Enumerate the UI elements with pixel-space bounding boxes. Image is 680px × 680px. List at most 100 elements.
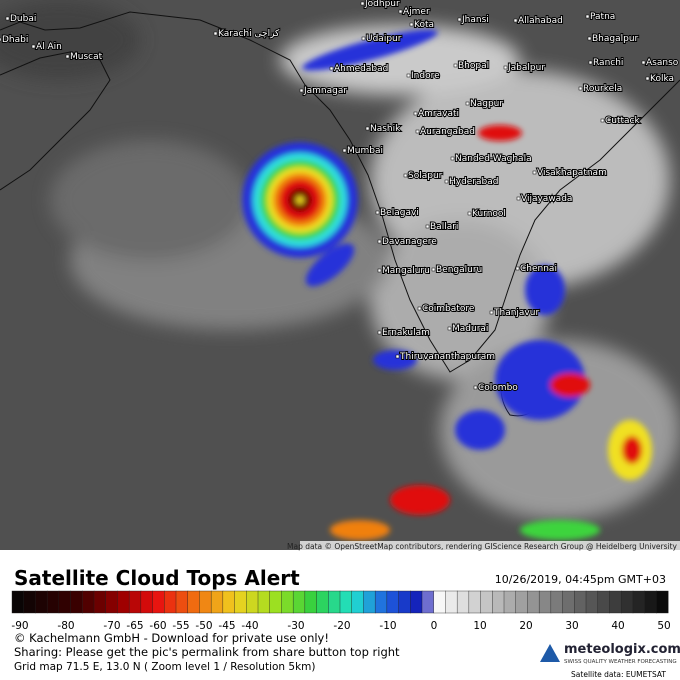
- scale-tick-label: 20: [519, 620, 532, 632]
- city-dot: [585, 14, 590, 19]
- city-label: Rourkela: [583, 84, 622, 94]
- city-label: Cuttack: [605, 116, 641, 126]
- city-label: Muscat: [70, 52, 103, 62]
- scale-swatch: [456, 590, 470, 614]
- scale-swatch: [597, 590, 610, 614]
- scale-swatch: [503, 590, 517, 614]
- city-label: Hyderabad: [449, 177, 499, 187]
- city-label: Coimbatore: [422, 304, 475, 314]
- scale-tick-label: -10: [379, 620, 396, 632]
- scale-swatch: [339, 590, 353, 614]
- scale-swatch: [515, 590, 528, 614]
- scale-swatch: [304, 590, 318, 614]
- city-dot: [453, 63, 458, 68]
- scale-swatch: [363, 590, 376, 614]
- scale-ticks: -90 -80 -70 -65 -60 -55 -50 -45 -40 -30 -20 -10 0 10 2…: [11, 620, 670, 632]
- city-dot: [465, 101, 470, 106]
- scale-swatch: [468, 590, 482, 614]
- city-dot: [425, 224, 430, 229]
- scale-swatch: [480, 590, 493, 614]
- scale-swatch: [609, 590, 622, 614]
- city-label: Nashik: [370, 124, 401, 134]
- city-label: Aurangabad: [420, 127, 475, 137]
- scale-swatch: [328, 590, 341, 614]
- city-dot: [398, 9, 403, 14]
- city-dot: [473, 385, 478, 390]
- city-dot: [415, 129, 420, 134]
- scale-tick-label: -55: [172, 620, 189, 632]
- scale-swatch: [93, 590, 107, 614]
- city-label: Colombo: [478, 383, 518, 393]
- scale-swatch: [562, 590, 575, 614]
- city-dot: [375, 210, 380, 215]
- city-label: Asanso: [646, 58, 679, 68]
- city-label: Ranchi: [593, 58, 623, 68]
- copyright: © Kachelmann GmbH - Download for private…: [14, 631, 329, 645]
- scale-swatch: [164, 590, 177, 614]
- scale-swatch: [140, 590, 154, 614]
- city-label: Karachi کراچی: [218, 29, 280, 39]
- scale-swatch: [234, 590, 247, 614]
- satellite-map: Dubai Dhabi Al Ain Muscat Karachi کراچی Jodhp…: [0, 0, 680, 551]
- scale-swatch: [632, 590, 646, 614]
- city-label: Dhabi: [2, 35, 28, 45]
- scale-tick-label: 50: [657, 620, 670, 632]
- city-label: Ballari: [430, 222, 458, 232]
- city-label: Dubai: [10, 14, 36, 24]
- scale-swatch: [527, 590, 540, 614]
- city-labels: Dubai Dhabi Al Ain Muscat Karachi کراچی Jodhp…: [0, 0, 680, 394]
- city-dot: [645, 76, 650, 81]
- city-label: Al Ain: [36, 42, 62, 52]
- scale-swatch: [374, 590, 388, 614]
- city-dot: [406, 73, 411, 78]
- city-label: Allahabad: [518, 16, 563, 26]
- scale-tick-label: -70: [103, 620, 120, 632]
- city-dot: [417, 306, 422, 311]
- attribution: Map data © OpenStreetMap contributors, r…: [287, 542, 678, 551]
- scale-tick-label: -20: [333, 620, 350, 632]
- scale-swatch: [246, 590, 259, 614]
- city-label: Thanjavur: [493, 308, 539, 318]
- city-dot: [5, 16, 10, 21]
- scale-swatch: [316, 590, 329, 614]
- scale-tick-label: -65: [126, 620, 143, 632]
- city-dot: [588, 60, 593, 65]
- color-scale: [11, 590, 669, 614]
- scale-tick-label: -60: [149, 620, 166, 632]
- scale-tick-label: -80: [57, 620, 74, 632]
- city-dot: [395, 354, 400, 359]
- city-dot: [409, 22, 414, 27]
- city-dot: [444, 179, 449, 184]
- city-label: Bengaluru: [436, 265, 482, 275]
- scale-swatch: [187, 590, 200, 614]
- scale-swatch: [421, 590, 435, 614]
- scale-swatch: [128, 590, 142, 614]
- city-dot: [360, 1, 365, 6]
- scale-swatch: [585, 590, 599, 614]
- scale-swatch: [644, 590, 657, 614]
- city-dot: [413, 111, 418, 116]
- city-label: Udaipur: [366, 34, 402, 44]
- city-dot: [532, 170, 537, 175]
- scale-swatch: [152, 590, 165, 614]
- city-label: Amravati: [418, 109, 459, 119]
- scale-swatch: [11, 590, 25, 614]
- city-dot: [587, 36, 592, 41]
- scale-swatch: [82, 590, 95, 614]
- city-dot: [65, 54, 70, 59]
- city-label: Bhagalpur: [592, 34, 639, 44]
- scale-swatch: [433, 590, 446, 614]
- city-label: Visakhapatnam: [537, 168, 607, 178]
- city-dot: [365, 126, 370, 131]
- scale-swatch: [574, 590, 587, 614]
- city-dot: [489, 310, 494, 315]
- slogan: SWISS QUALITY WEATHER FORECASTING: [564, 659, 677, 665]
- city-dot: [403, 173, 408, 178]
- city-label: Kurnool: [472, 209, 506, 219]
- city-label: Madurai: [452, 324, 488, 334]
- city-label: Solapur: [408, 171, 443, 181]
- scale-swatch: [538, 590, 552, 614]
- city-dot: [447, 326, 452, 331]
- scale-tick-label: 10: [473, 620, 486, 632]
- city-dot: [342, 148, 347, 153]
